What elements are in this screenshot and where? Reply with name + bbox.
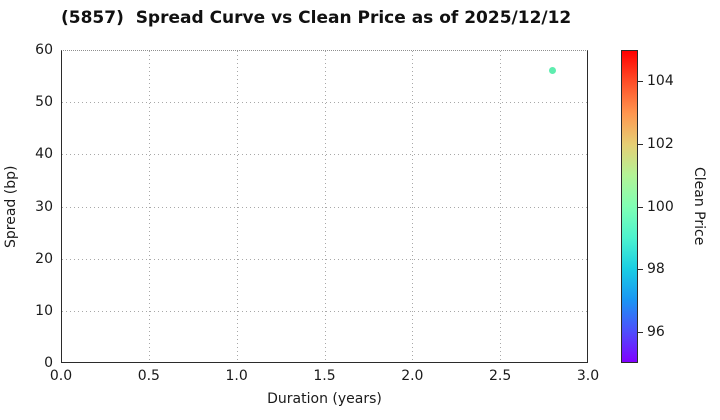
x-tick-label: 1.5 bbox=[313, 368, 336, 384]
chart-title: (5857) Spread Curve vs Clean Price as of… bbox=[61, 8, 572, 28]
x-tick-label: 0.0 bbox=[49, 368, 73, 384]
gridline-horizontal bbox=[62, 258, 587, 260]
gridline-horizontal bbox=[62, 206, 587, 208]
colorbar-tick-label: 104 bbox=[647, 73, 674, 90]
y-tick-label: 30 bbox=[35, 198, 53, 215]
x-tick-label: 2.5 bbox=[489, 368, 512, 384]
gridline-horizontal bbox=[62, 102, 587, 104]
colorbar-tick-mark bbox=[638, 143, 643, 145]
x-tick-label: 1.0 bbox=[225, 368, 248, 384]
y-tick-label: 50 bbox=[35, 94, 53, 111]
colorbar-tick-mark bbox=[638, 81, 643, 83]
colorbar-tick-label: 102 bbox=[647, 135, 674, 152]
y-tick-label: 40 bbox=[35, 146, 53, 163]
colorbar-tick-mark bbox=[638, 331, 643, 333]
colorbar-tick-mark bbox=[638, 269, 643, 271]
plot-area bbox=[61, 50, 588, 363]
gridline-horizontal bbox=[62, 154, 587, 156]
colorbar-tick-mark bbox=[638, 206, 643, 208]
y-tick-label: 0 bbox=[44, 355, 53, 371]
x-tick-label: 3.0 bbox=[576, 368, 600, 384]
x-axis-label: Duration (years) bbox=[267, 391, 382, 407]
y-tick-label: 20 bbox=[35, 250, 53, 267]
y-tick-label: 60 bbox=[35, 42, 53, 58]
colorbar-tick-label: 98 bbox=[647, 261, 665, 278]
colorbar-tick-label: 100 bbox=[647, 198, 674, 215]
gridline-horizontal bbox=[62, 310, 587, 312]
x-tick-label: 2.0 bbox=[401, 368, 424, 384]
colorbar bbox=[621, 50, 638, 363]
x-tick-label: 0.5 bbox=[137, 368, 160, 384]
y-axis-label: Spread (bp) bbox=[3, 165, 19, 248]
colorbar-label: Clean Price bbox=[691, 167, 707, 246]
y-tick-label: 10 bbox=[35, 302, 53, 319]
colorbar-tick-label: 96 bbox=[647, 323, 665, 340]
scatter-point bbox=[549, 67, 557, 75]
